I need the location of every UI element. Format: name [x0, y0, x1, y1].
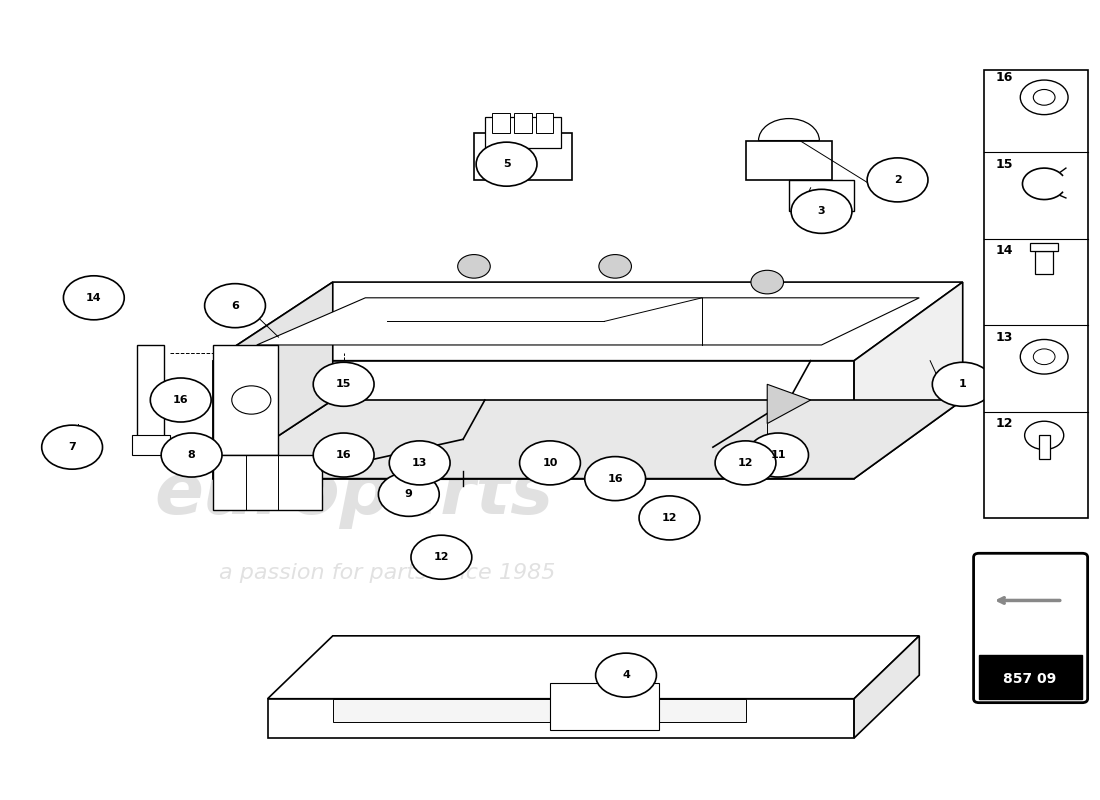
Text: 16: 16: [996, 71, 1013, 84]
Text: 16: 16: [607, 474, 623, 484]
Polygon shape: [213, 400, 962, 478]
Circle shape: [791, 190, 851, 234]
Text: 15: 15: [336, 379, 351, 390]
Bar: [514, 113, 531, 133]
Text: 16: 16: [336, 450, 352, 460]
Bar: [1035, 250, 1053, 274]
Polygon shape: [213, 345, 278, 455]
Polygon shape: [213, 282, 333, 478]
Circle shape: [595, 653, 657, 697]
Bar: [1030, 242, 1058, 250]
Text: 11: 11: [770, 450, 785, 460]
Polygon shape: [746, 141, 833, 180]
Circle shape: [1033, 90, 1055, 106]
Text: 13: 13: [996, 330, 1013, 344]
Circle shape: [1021, 339, 1068, 374]
Circle shape: [42, 425, 102, 469]
Circle shape: [748, 433, 808, 477]
Polygon shape: [854, 636, 920, 738]
Circle shape: [519, 441, 581, 485]
Text: europarts: europarts: [155, 460, 554, 529]
Circle shape: [314, 433, 374, 477]
Circle shape: [411, 535, 472, 579]
Circle shape: [1033, 349, 1055, 365]
Text: 2: 2: [893, 175, 901, 185]
Text: a passion for parts since 1985: a passion for parts since 1985: [219, 563, 556, 583]
Text: 1: 1: [959, 379, 967, 390]
Bar: [984, 70, 1088, 518]
Bar: [138, 345, 164, 439]
Text: 13: 13: [412, 458, 428, 468]
Bar: [550, 683, 659, 730]
Bar: [536, 113, 553, 133]
Circle shape: [933, 362, 993, 406]
Text: 4: 4: [623, 670, 630, 680]
Wedge shape: [759, 118, 820, 141]
Bar: [979, 655, 1082, 698]
Polygon shape: [213, 361, 854, 478]
Text: 7: 7: [68, 442, 76, 452]
Circle shape: [1024, 422, 1064, 450]
Text: 16: 16: [173, 395, 188, 405]
Polygon shape: [789, 180, 854, 211]
Polygon shape: [256, 298, 920, 345]
Text: 14: 14: [86, 293, 101, 303]
Circle shape: [1021, 80, 1068, 114]
Circle shape: [314, 362, 374, 406]
Circle shape: [751, 270, 783, 294]
Circle shape: [64, 276, 124, 320]
Circle shape: [585, 457, 646, 501]
Polygon shape: [267, 636, 920, 698]
Polygon shape: [333, 698, 746, 722]
Text: 8: 8: [188, 450, 196, 460]
Bar: [1038, 435, 1049, 459]
Polygon shape: [213, 282, 962, 361]
Bar: [132, 435, 169, 455]
Polygon shape: [854, 282, 962, 478]
Text: 10: 10: [542, 458, 558, 468]
Text: 14: 14: [996, 244, 1013, 257]
Circle shape: [389, 441, 450, 485]
Text: 15: 15: [996, 158, 1013, 170]
Circle shape: [162, 433, 222, 477]
Circle shape: [151, 378, 211, 422]
Circle shape: [867, 158, 928, 202]
Bar: [493, 113, 509, 133]
Text: 12: 12: [738, 458, 754, 468]
Circle shape: [598, 254, 631, 278]
Text: 6: 6: [231, 301, 239, 310]
FancyBboxPatch shape: [974, 554, 1088, 702]
Circle shape: [458, 254, 491, 278]
Polygon shape: [485, 117, 561, 149]
Circle shape: [378, 472, 439, 516]
Circle shape: [205, 284, 265, 328]
Circle shape: [476, 142, 537, 186]
Circle shape: [715, 441, 775, 485]
Text: 9: 9: [405, 490, 412, 499]
Text: 3: 3: [817, 206, 825, 216]
Polygon shape: [767, 384, 811, 423]
Text: 12: 12: [996, 417, 1013, 430]
Polygon shape: [213, 455, 322, 510]
Polygon shape: [474, 133, 572, 180]
Polygon shape: [267, 698, 854, 738]
Text: 5: 5: [503, 159, 510, 169]
Text: 12: 12: [662, 513, 678, 523]
Text: 857 09: 857 09: [1003, 672, 1057, 686]
Circle shape: [232, 386, 271, 414]
Circle shape: [639, 496, 700, 540]
Text: 12: 12: [433, 552, 449, 562]
